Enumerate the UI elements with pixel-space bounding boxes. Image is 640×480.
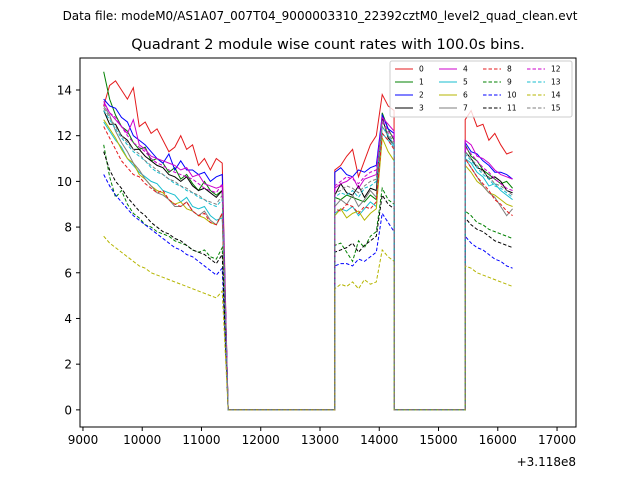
legend-label-15: 15 (551, 104, 561, 113)
series-layer (103, 71, 513, 411)
x-tick-label: 16000 (479, 433, 517, 447)
legend-label-11: 11 (507, 104, 517, 113)
legend-box (389, 60, 573, 118)
legend-label-14: 14 (551, 91, 561, 100)
legend-label-10: 10 (507, 91, 517, 100)
legend-label-9: 9 (507, 78, 512, 87)
y-tick-label: 4 (64, 312, 72, 326)
legend-label-13: 13 (551, 78, 561, 87)
series-line-8 (103, 126, 513, 411)
plot-area-frame (79, 57, 577, 428)
series-line-14 (103, 235, 513, 411)
x-tick-label: 15000 (419, 433, 457, 447)
series-line-13 (103, 110, 513, 411)
x-tick-label: 9000 (68, 433, 99, 447)
y-tick-label: 10 (57, 175, 72, 189)
legend-label-4: 4 (463, 65, 468, 74)
x-tick-label: 10000 (123, 433, 161, 447)
legend-label-6: 6 (463, 91, 468, 100)
y-tick-label: 14 (57, 83, 72, 97)
legend-label-12: 12 (551, 65, 561, 74)
legend-label-0: 0 (419, 65, 424, 74)
x-tick-label: 13000 (301, 433, 339, 447)
x-tick-label: 12000 (242, 433, 280, 447)
legend-label-2: 2 (419, 91, 424, 100)
figure-suptitle: Data file: modeM0/AS1A07_007T04_90000033… (63, 9, 578, 23)
chart-title: Quadrant 2 module wise count rates with … (131, 37, 525, 53)
series-line-10 (103, 174, 513, 411)
x-axis-offset-label: +3.118e8 (517, 455, 576, 469)
legend-label-1: 1 (419, 78, 424, 87)
x-tick-label: 14000 (360, 433, 398, 447)
x-tick-label: 17000 (538, 433, 576, 447)
x-tick-label: 11000 (182, 433, 220, 447)
y-tick-label: 6 (64, 266, 72, 280)
y-tick-label: 12 (57, 129, 72, 143)
y-tick-label: 2 (64, 358, 72, 372)
axes-layer: 9000 10000 11000 12000 13000 14000 15000 16000 1… (57, 57, 577, 447)
legend-label-3: 3 (419, 104, 424, 113)
legend-label-7: 7 (463, 104, 468, 113)
y-tick-label: 0 (64, 403, 72, 417)
legend-label-8: 8 (507, 65, 512, 74)
legend-label-5: 5 (463, 78, 468, 87)
y-tick-label: 8 (64, 221, 72, 235)
